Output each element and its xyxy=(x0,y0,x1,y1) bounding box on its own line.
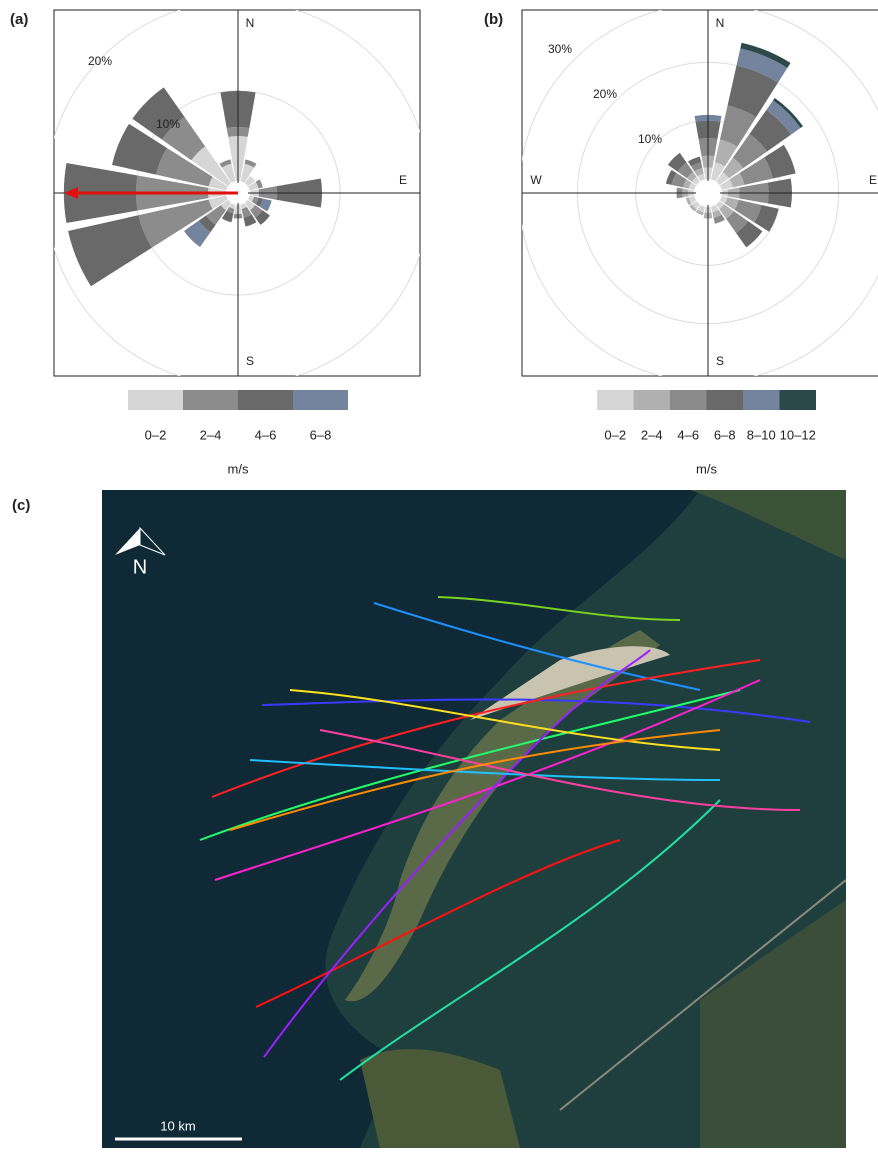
legend-label: 2–4 xyxy=(200,427,222,442)
legend-label: 2–4 xyxy=(641,427,663,442)
legend-swatch xyxy=(293,390,348,410)
ring-label: 10% xyxy=(638,132,662,146)
wind-rose: 10% 20% 30% N E S W xyxy=(519,4,878,382)
legend-swatch xyxy=(128,390,183,410)
north-label: N xyxy=(133,556,147,578)
center-hole xyxy=(696,181,720,205)
compass-label: S xyxy=(246,354,254,368)
compass-label: S xyxy=(716,354,724,368)
panel-label: (a) xyxy=(10,11,28,28)
legend-swatch xyxy=(743,390,780,410)
ring-label: 30% xyxy=(548,42,572,56)
legend-swatch xyxy=(238,390,293,410)
legend-swatch xyxy=(780,390,817,410)
compass-label: N xyxy=(246,16,255,30)
ring-label: 20% xyxy=(88,54,112,68)
compass-label: N xyxy=(716,16,725,30)
wind-rose: 10% 20% N E S xyxy=(46,1,430,385)
panel-label: (c) xyxy=(12,497,30,514)
legend-swatch xyxy=(183,390,238,410)
legend-label: 4–6 xyxy=(255,427,277,442)
scale-label: 10 km xyxy=(160,1118,195,1133)
legend-title: m/s xyxy=(228,461,249,476)
legend-label: 10–12 xyxy=(780,427,816,442)
panel-label: (b) xyxy=(484,11,503,28)
legend-label: 4–6 xyxy=(677,427,699,442)
legend-label: 8–10 xyxy=(747,427,776,442)
compass-label: W xyxy=(530,173,542,187)
legend-label: 0–2 xyxy=(145,427,167,442)
compass-label: E xyxy=(869,173,877,187)
ring-label: 10% xyxy=(156,117,180,131)
legend-label: 0–2 xyxy=(604,427,626,442)
legend-swatch xyxy=(670,390,707,410)
legend-label: 6–8 xyxy=(310,427,332,442)
compass-label: E xyxy=(399,173,407,187)
legend-swatch xyxy=(707,390,744,410)
legend-title: m/s xyxy=(696,461,717,476)
ring-label: 20% xyxy=(593,87,617,101)
legend-swatch xyxy=(634,390,671,410)
legend-label: 6–8 xyxy=(714,427,736,442)
map: N 10 km (c) xyxy=(12,490,846,1148)
legend-swatch xyxy=(597,390,634,410)
